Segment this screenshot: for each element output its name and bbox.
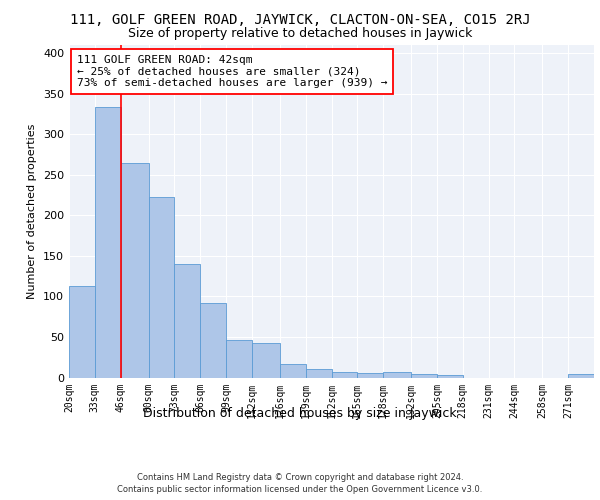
Bar (252, 342, 280, 378)
Bar (305, 370, 332, 378)
Bar (383, 372, 411, 378)
Bar (332, 372, 358, 378)
Bar (411, 374, 437, 378)
Text: Contains HM Land Registry data © Crown copyright and database right 2024.
Contai: Contains HM Land Registry data © Crown c… (118, 472, 482, 494)
Bar (437, 375, 463, 378)
Bar (280, 364, 305, 378)
Text: Size of property relative to detached houses in Jaywick: Size of property relative to detached ho… (128, 28, 472, 40)
Text: 111 GOLF GREEN ROAD: 42sqm
← 25% of detached houses are smaller (324)
73% of sem: 111 GOLF GREEN ROAD: 42sqm ← 25% of deta… (77, 55, 388, 88)
Text: Distribution of detached houses by size in Jaywick: Distribution of detached houses by size … (143, 408, 457, 420)
Bar (149, 198, 175, 378)
Bar (175, 264, 200, 378)
Bar (69, 286, 95, 378)
Bar (358, 372, 383, 378)
Bar (200, 303, 226, 378)
Y-axis label: Number of detached properties: Number of detached properties (28, 124, 37, 299)
Bar (226, 340, 252, 378)
Bar (121, 162, 149, 378)
Bar (568, 374, 594, 378)
Text: 111, GOLF GREEN ROAD, JAYWICK, CLACTON-ON-SEA, CO15 2RJ: 111, GOLF GREEN ROAD, JAYWICK, CLACTON-O… (70, 12, 530, 26)
Bar (95, 108, 121, 378)
